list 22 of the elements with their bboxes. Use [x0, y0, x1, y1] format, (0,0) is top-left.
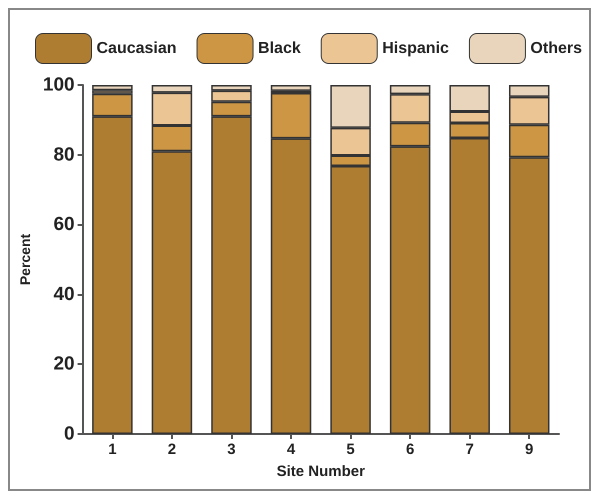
y-tick-label: 40	[53, 284, 75, 305]
y-tick-label: 60	[53, 214, 75, 236]
x-tick-label: 2	[168, 441, 176, 458]
y-tick-label: 20	[53, 354, 75, 375]
y-axis-title: Percent	[17, 233, 33, 286]
x-tick-label: 1	[108, 441, 117, 458]
legend-label: Others	[530, 40, 582, 57]
legend-label: Caucasian	[96, 40, 177, 57]
legend-label: Hispanic	[382, 40, 450, 57]
y-tick-label: 100	[42, 74, 75, 96]
y-tick-label: 0	[64, 424, 75, 444]
x-tick-label: 4	[286, 441, 296, 458]
x-tick-label: 7	[466, 441, 474, 458]
x-axis-title: Site Number	[276, 463, 366, 480]
bar	[92, 85, 133, 90]
y-tick-label: 80	[53, 144, 75, 166]
x-tick-label: 3	[227, 441, 236, 458]
legend-label: Black	[258, 40, 301, 57]
bar	[270, 85, 312, 91]
x-tick-label: 9	[525, 441, 534, 458]
x-tick-label: 6	[406, 441, 414, 458]
x-tick-label: 5	[346, 441, 355, 458]
